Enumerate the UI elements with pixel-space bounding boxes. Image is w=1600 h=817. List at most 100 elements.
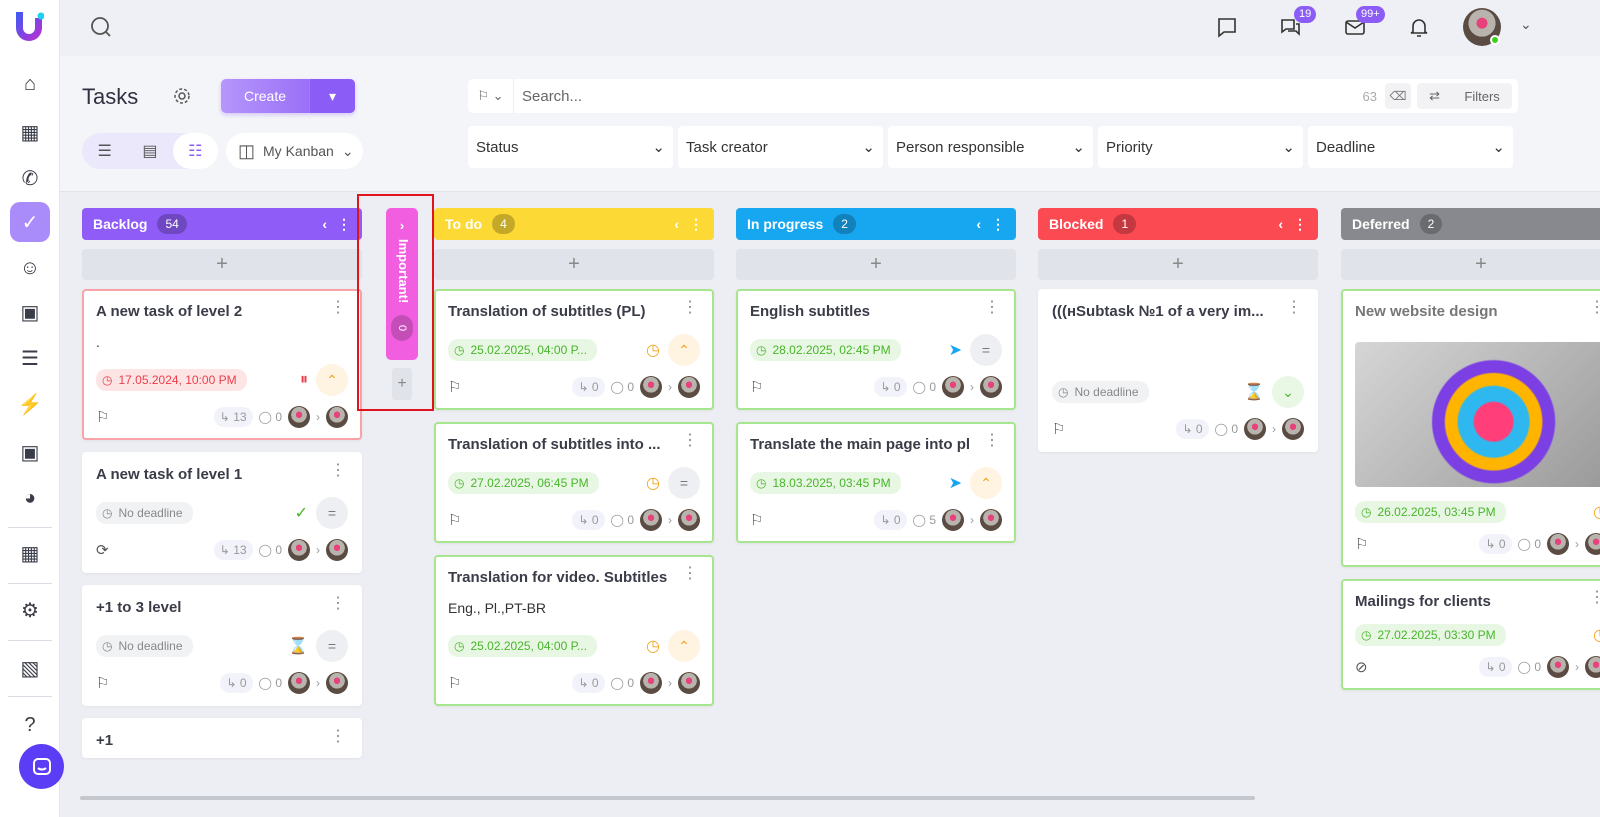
- responsible-avatar[interactable]: [326, 672, 348, 694]
- creator-avatar[interactable]: [942, 509, 964, 531]
- task-title[interactable]: A new task of level 1: [96, 466, 243, 483]
- deadline-badge[interactable]: ◷ No deadline: [96, 635, 193, 657]
- bookmark-icon[interactable]: ⚐ ⌄: [468, 79, 514, 113]
- flag-icon[interactable]: ⚐: [448, 675, 462, 692]
- comments-count[interactable]: ◯ 0: [259, 543, 282, 557]
- column-menu-icon[interactable]: ⋮: [1293, 215, 1307, 232]
- create-button[interactable]: Create ▾: [221, 79, 355, 113]
- filters-button[interactable]: ⇄ Filters: [1417, 83, 1512, 109]
- more-options-icon[interactable]: ⋮: [330, 462, 346, 479]
- creator-avatar[interactable]: [1244, 418, 1266, 440]
- flag-icon[interactable]: ⚐: [1052, 421, 1066, 438]
- task-card[interactable]: Translation of subtitles (PL) ⋮ ◷ 25.02.202…: [434, 289, 714, 410]
- creator-avatar[interactable]: [1547, 533, 1569, 555]
- task-card[interactable]: New website design ⋮ ◷ 26.02.2025, 03:45 PM…: [1341, 289, 1600, 567]
- list-view-icon[interactable]: ☰: [97, 143, 112, 160]
- subtasks-count[interactable]: ↳ 0: [874, 510, 907, 530]
- flag-icon[interactable]: ⚐: [1355, 536, 1369, 553]
- responsible-avatar[interactable]: [678, 672, 700, 694]
- filter-select-priority[interactable]: Priority ⌄: [1098, 126, 1303, 168]
- deadline-badge[interactable]: ◷ 27.02.2025, 03:30 PM: [1355, 624, 1506, 646]
- priority-up-icon[interactable]: ⌃: [316, 364, 348, 396]
- kanban-view-icon[interactable]: ☷: [172, 133, 218, 169]
- sidebar-item-calendar[interactable]: ▣: [10, 292, 50, 332]
- task-title[interactable]: A new task of level 2: [96, 303, 243, 320]
- task-card[interactable]: A new task of level 2 ⋮. ◷ 17.05.2024, 10:0…: [82, 289, 362, 440]
- priority-eq-icon[interactable]: =: [668, 467, 700, 499]
- more-options-icon[interactable]: ⋮: [984, 299, 1000, 316]
- priority-up-icon[interactable]: ⌃: [668, 334, 700, 366]
- flag-icon[interactable]: ⚐: [448, 512, 462, 529]
- column-menu-icon[interactable]: ⋮: [689, 215, 703, 232]
- horizontal-scrollbar[interactable]: [60, 796, 1600, 802]
- responsible-avatar[interactable]: [678, 509, 700, 531]
- sidebar-item-phone-chat[interactable]: ✆: [10, 158, 50, 198]
- deadline-badge[interactable]: ◷ 25.02.2025, 04:00 P...: [448, 339, 598, 361]
- task-card[interactable]: +1 to 3 level ⋮ ◷ No deadline ⌛ = ⚐ ↳ 0 ◯ 0 ›: [82, 585, 362, 706]
- task-title[interactable]: English subtitles: [750, 303, 871, 320]
- comments-count[interactable]: ◯ 5: [913, 513, 936, 527]
- eraser-icon[interactable]: ⌫: [1385, 83, 1411, 109]
- task-card[interactable]: +1 ⋮: [82, 718, 362, 758]
- sidebar-item-chart[interactable]: ◕: [10, 478, 50, 518]
- sidebar-item-building[interactable]: ▦: [10, 112, 50, 152]
- subtasks-count[interactable]: ↳ 0: [572, 510, 605, 530]
- sidebar-item-people[interactable]: ☺: [10, 248, 50, 288]
- deadline-badge[interactable]: ◷ 27.02.2025, 06:45 PM: [448, 472, 599, 494]
- sidebar-item-help[interactable]: ?: [10, 705, 50, 745]
- mail-icon[interactable]: 99+: [1342, 6, 1385, 40]
- task-card[interactable]: Translate the main page into pl ⋮ ◷ 18.03.2…: [736, 422, 1016, 543]
- comments-count[interactable]: ◯ 0: [1518, 660, 1541, 674]
- more-options-icon[interactable]: ⋮: [1286, 299, 1302, 316]
- subtasks-count[interactable]: ↳ 0: [1176, 419, 1209, 439]
- sidebar-item-wallet[interactable]: ▧: [10, 648, 50, 688]
- flag-icon[interactable]: ⚐: [96, 675, 110, 692]
- subtasks-count[interactable]: ↳ 0: [1479, 657, 1512, 677]
- filter-select-deadline[interactable]: Deadline ⌄: [1308, 126, 1513, 168]
- collapse-chevron-icon[interactable]: ‹: [976, 216, 981, 232]
- more-options-icon[interactable]: ⋮: [330, 728, 346, 745]
- task-title[interactable]: New website design: [1355, 303, 1498, 320]
- responsible-avatar[interactable]: [980, 509, 1002, 531]
- task-title[interactable]: Translation for video. Subtitles: [448, 569, 668, 586]
- subtasks-count[interactable]: ↳ 0: [220, 673, 253, 693]
- deadline-badge[interactable]: ◷ 28.02.2025, 02:45 PM: [750, 339, 901, 361]
- creator-avatar[interactable]: [288, 539, 310, 561]
- more-options-icon[interactable]: ⋮: [682, 565, 698, 582]
- more-options-icon[interactable]: ⋮: [984, 432, 1000, 449]
- chats-icon[interactable]: 19: [1278, 6, 1317, 40]
- kanban-selector[interactable]: ◫ My Kanban ⌄: [226, 133, 363, 169]
- more-options-icon[interactable]: ⋮: [330, 595, 346, 612]
- subtasks-count[interactable]: ↳ 0: [874, 377, 907, 397]
- expand-chevron-icon[interactable]: ›: [399, 218, 405, 233]
- subtasks-count[interactable]: ↳ 0: [1479, 534, 1512, 554]
- filter-select-task-creator[interactable]: Task creator ⌄: [678, 126, 883, 168]
- task-card[interactable]: Translation of subtitles into ... ⋮ ◷ 27.02…: [434, 422, 714, 543]
- task-card[interactable]: Mailings for clients ⋮ ◷ 27.02.2025, 03:30 …: [1341, 579, 1600, 690]
- sidebar-item-store[interactable]: ▦: [10, 533, 50, 573]
- creator-avatar[interactable]: [640, 376, 662, 398]
- priority-up-icon[interactable]: ⌃: [668, 630, 700, 662]
- comments-count[interactable]: ◯ 0: [611, 676, 634, 690]
- column-important-collapsed[interactable]: › Important! 0: [386, 208, 418, 360]
- subtasks-count[interactable]: ↳ 13: [213, 407, 253, 427]
- sidebar-item-lightning[interactable]: ⚡: [10, 384, 50, 424]
- column-menu-icon[interactable]: ⋮: [337, 215, 351, 232]
- more-options-icon[interactable]: ⋮: [682, 299, 698, 316]
- comments-count[interactable]: ◯ 0: [259, 676, 282, 690]
- sidebar-item-tasks[interactable]: ✓: [10, 202, 50, 242]
- creator-avatar[interactable]: [640, 509, 662, 531]
- add-task-button[interactable]: +: [1341, 249, 1600, 280]
- deadline-badge[interactable]: ◷ 17.05.2024, 10:00 PM: [96, 369, 247, 391]
- deadline-badge[interactable]: ◷ 18.03.2025, 03:45 PM: [750, 472, 901, 494]
- priority-down-icon[interactable]: ⌄: [1272, 376, 1304, 408]
- sidebar-item-gear[interactable]: ⚙: [10, 590, 50, 630]
- flag-icon[interactable]: ⚐: [96, 409, 110, 426]
- chevron-down-icon[interactable]: ⌄: [1520, 16, 1532, 32]
- comments-count[interactable]: ◯ 0: [1518, 537, 1541, 551]
- priority-eq-icon[interactable]: =: [316, 630, 348, 662]
- comments-count[interactable]: ◯ 0: [611, 380, 634, 394]
- comments-count[interactable]: ◯ 0: [611, 513, 634, 527]
- comments-count[interactable]: ◯ 0: [913, 380, 936, 394]
- flag-icon[interactable]: ⚐: [448, 379, 462, 396]
